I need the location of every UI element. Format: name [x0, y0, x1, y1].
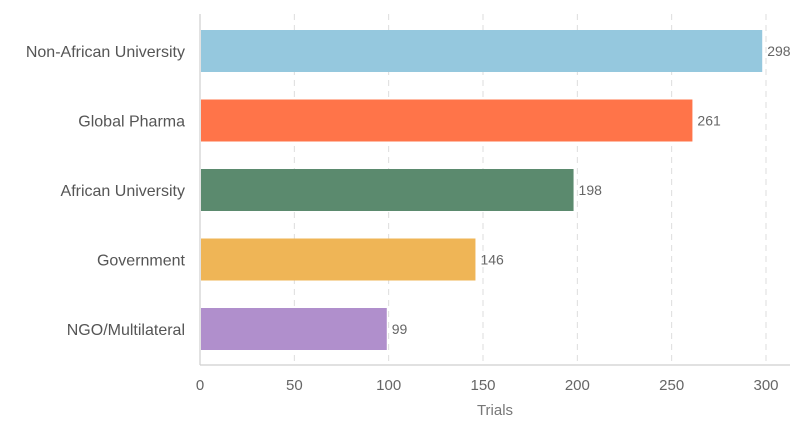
bar: [201, 169, 574, 211]
value-label: 298: [767, 43, 791, 59]
x-tick-label: 250: [659, 377, 684, 394]
bar: [201, 238, 476, 281]
bar: [201, 99, 693, 142]
category-label: Government: [97, 253, 186, 270]
bar: [201, 30, 763, 72]
value-label: 146: [480, 252, 504, 268]
x-axis-title: Trials: [477, 402, 513, 419]
value-labels: 298 261 198 146 99: [392, 43, 791, 337]
value-label: 261: [697, 113, 721, 129]
x-tick-label: 300: [753, 377, 778, 394]
category-label: NGO/Multilateral: [67, 322, 185, 339]
x-tick-label: 0: [196, 377, 204, 394]
x-tick-label: 150: [470, 377, 495, 394]
value-label: 198: [579, 182, 603, 198]
x-tick-label: 100: [376, 377, 401, 394]
x-tick-labels: 0 50 100 150 200 250 300: [196, 377, 779, 394]
value-label: 99: [392, 321, 408, 337]
bars: [201, 30, 763, 350]
bar: [201, 308, 387, 350]
category-label: Non-African University: [26, 44, 185, 61]
x-tick-label: 50: [286, 377, 303, 394]
category-labels: Non-African University Global Pharma Afric…: [26, 44, 186, 339]
x-tick-label: 200: [565, 377, 590, 394]
category-label: African University: [61, 183, 185, 200]
gridlines: [293, 14, 767, 365]
category-label: Global Pharma: [78, 114, 185, 131]
